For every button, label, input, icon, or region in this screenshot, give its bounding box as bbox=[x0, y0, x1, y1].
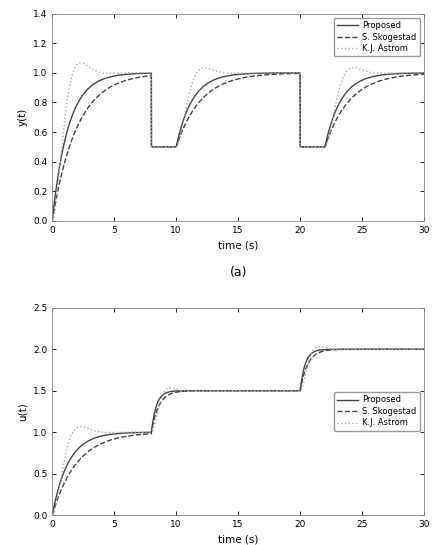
K.J. Astrom bbox=[140, 429, 145, 435]
Line: Proposed: Proposed bbox=[52, 349, 423, 515]
Proposed bbox=[297, 70, 302, 76]
S. Skogestad bbox=[140, 74, 145, 80]
S. Skogestad bbox=[421, 346, 426, 353]
X-axis label: time (s): time (s) bbox=[217, 240, 258, 250]
Proposed bbox=[189, 96, 194, 103]
K.J. Astrom bbox=[136, 70, 141, 76]
Line: S. Skogestad: S. Skogestad bbox=[52, 349, 423, 515]
S. Skogestad bbox=[216, 83, 221, 89]
K.J. Astrom bbox=[418, 346, 423, 353]
Proposed bbox=[136, 429, 141, 436]
K.J. Astrom bbox=[138, 429, 143, 435]
K.J. Astrom bbox=[216, 69, 221, 75]
Proposed bbox=[418, 70, 423, 76]
Proposed bbox=[216, 75, 221, 81]
K.J. Astrom bbox=[216, 387, 221, 394]
Proposed bbox=[138, 70, 143, 77]
Proposed bbox=[140, 70, 145, 77]
S. Skogestad bbox=[49, 512, 55, 518]
Proposed bbox=[418, 346, 423, 353]
S. Skogestad bbox=[216, 387, 221, 394]
Proposed bbox=[49, 217, 55, 224]
Proposed bbox=[136, 70, 141, 77]
S. Skogestad bbox=[140, 431, 145, 438]
K.J. Astrom bbox=[418, 70, 423, 76]
Proposed bbox=[421, 70, 426, 76]
Line: S. Skogestad: S. Skogestad bbox=[52, 74, 423, 221]
K.J. Astrom bbox=[49, 512, 55, 518]
K.J. Astrom bbox=[136, 429, 141, 435]
X-axis label: time (s): time (s) bbox=[217, 535, 258, 544]
K.J. Astrom bbox=[49, 217, 55, 224]
S. Skogestad bbox=[136, 432, 141, 438]
K.J. Astrom bbox=[138, 70, 143, 76]
S. Skogestad bbox=[421, 71, 426, 77]
S. Skogestad bbox=[49, 217, 55, 224]
S. Skogestad bbox=[136, 74, 141, 81]
K.J. Astrom bbox=[421, 346, 426, 353]
Line: K.J. Astrom: K.J. Astrom bbox=[52, 347, 423, 515]
S. Skogestad bbox=[189, 108, 194, 114]
Line: Proposed: Proposed bbox=[52, 73, 423, 221]
K.J. Astrom bbox=[421, 70, 426, 76]
Proposed bbox=[189, 387, 194, 394]
S. Skogestad bbox=[418, 346, 423, 353]
K.J. Astrom bbox=[189, 80, 194, 86]
Proposed bbox=[216, 387, 221, 394]
S. Skogestad bbox=[297, 70, 302, 77]
Y-axis label: u(t): u(t) bbox=[17, 402, 27, 421]
Proposed bbox=[138, 429, 143, 436]
Proposed bbox=[49, 512, 55, 518]
Text: (a): (a) bbox=[229, 267, 247, 280]
Line: K.J. Astrom: K.J. Astrom bbox=[52, 63, 423, 221]
Legend: Proposed, S. Skogestad, K.J. Astrom: Proposed, S. Skogestad, K.J. Astrom bbox=[333, 392, 419, 431]
K.J. Astrom bbox=[316, 343, 321, 350]
S. Skogestad bbox=[418, 71, 423, 77]
Legend: Proposed, S. Skogestad, K.J. Astrom: Proposed, S. Skogestad, K.J. Astrom bbox=[333, 18, 419, 57]
S. Skogestad bbox=[189, 387, 194, 394]
Proposed bbox=[421, 346, 426, 353]
K.J. Astrom bbox=[140, 70, 145, 76]
Y-axis label: y(t): y(t) bbox=[17, 108, 27, 126]
K.J. Astrom bbox=[189, 387, 194, 394]
Proposed bbox=[140, 429, 145, 435]
S. Skogestad bbox=[138, 431, 143, 438]
S. Skogestad bbox=[138, 74, 143, 80]
K.J. Astrom bbox=[78, 59, 83, 66]
